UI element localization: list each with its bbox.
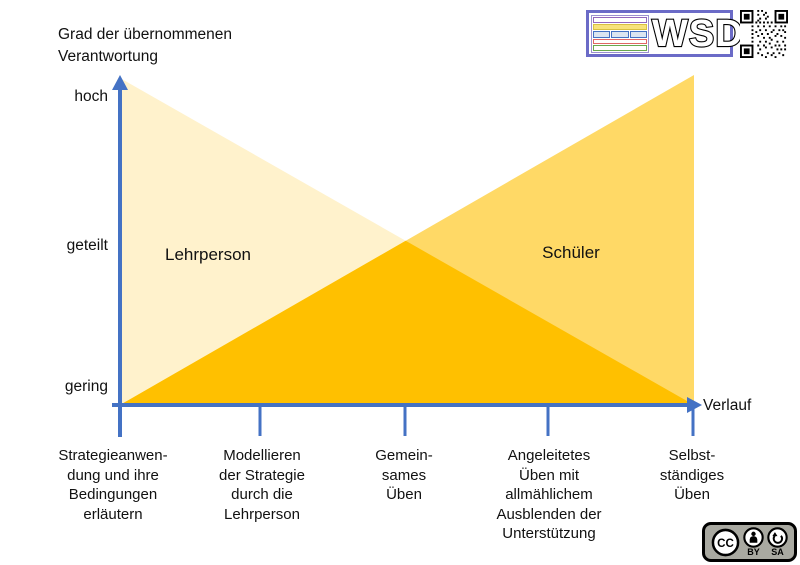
cc-logo: CC — [711, 528, 740, 557]
wsd-logo: WSD — [586, 10, 744, 57]
cc-license-badge: CC BY SA — [702, 522, 797, 562]
wsd-logo-mini-diagram — [591, 14, 649, 53]
x-tick-label-1: Strategieanwen- dung und ihre Bedingunge… — [58, 447, 168, 523]
x-axis-arrowhead — [687, 397, 702, 413]
mini-row-purple — [593, 16, 647, 23]
mini-row-red — [593, 38, 647, 45]
cc-circle-icon: CC — [711, 528, 740, 556]
student-area-label: Schüler — [542, 243, 600, 262]
cc-sa: SA — [767, 527, 788, 557]
x-tick-label-3: Gemein- sames Üben — [375, 447, 433, 503]
svg-text:CC: CC — [717, 536, 734, 549]
x-tick-label-5: Selbst- ständiges Üben — [659, 447, 725, 503]
mini-row-green — [593, 45, 647, 51]
attribution-person-icon — [743, 527, 764, 548]
axes — [112, 88, 695, 437]
mini-blue-box — [611, 30, 629, 38]
x-tick-label-2: Modellieren der Strategie durch die Lehr… — [219, 447, 305, 523]
by-label: BY — [747, 547, 760, 557]
wsd-logo-text: WSD — [651, 12, 744, 55]
cc-by: BY — [743, 527, 764, 557]
mini-blue-box — [629, 30, 647, 38]
x-axis-label: Verlauf — [703, 397, 752, 414]
y-axis-label-geteilt: geteilt — [66, 237, 108, 254]
y-axis-title: Grad der übernommenen Verantwortung — [58, 26, 233, 65]
y-axis-label-gering: gering — [64, 378, 108, 395]
sa-label: SA — [771, 547, 784, 557]
mini-row-yellow — [593, 23, 647, 30]
share-alike-arrow-icon — [767, 527, 788, 548]
mini-blue-box — [593, 30, 611, 38]
overlap-triangle — [120, 240, 694, 405]
x-tick-label-4: Angeleitetes Üben mit allmählichem Ausbl… — [496, 447, 602, 542]
mini-row-blue-boxes — [593, 30, 647, 38]
y-axis-arrowhead — [112, 75, 128, 90]
student-triangle — [120, 75, 694, 405]
y-axis-label-hoch: hoch — [74, 88, 108, 105]
qr-code — [740, 10, 788, 58]
teacher-area-label: Lehrperson — [164, 245, 251, 264]
